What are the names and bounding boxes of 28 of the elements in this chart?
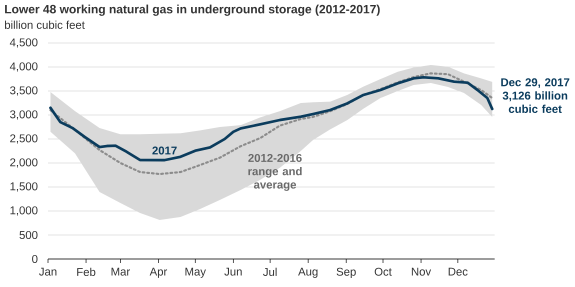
x-tick-label: Dec [448,268,468,276]
y-tick-label: 500 [20,231,38,240]
x-tick-label: Aug [298,268,318,278]
x-tick-label: Nov [412,268,432,276]
y-tick-label: 1,000 [10,206,38,216]
x-tick-label: Feb [77,268,96,276]
y-tick-label: 2,000 [10,158,38,168]
x-tick-label: Mar [112,268,130,276]
x-tick-label: May [185,268,206,278]
y-tick-label: 3,500 [10,86,38,96]
series-label: 2017 [152,146,177,155]
y-tick-label: 4,500 [10,38,38,48]
annotation: Dec 29, 2017 3,126 billion cubic feet [501,78,570,113]
x-tick-label: Jul [263,268,277,276]
x-tick-label: Jan [39,268,56,276]
x-tick-label: Oct [374,268,392,276]
y-tick-label: 0 [32,254,38,264]
chart-title: Lower 48 working natural gas in underground storage (2012-2017) [5,4,380,16]
x-tick-label: Sep [336,268,356,278]
y-tick-label: 2,500 [10,134,38,144]
y-tick-label: 3,000 [10,110,38,120]
y-tick-label: 1,500 [10,182,38,192]
x-tick-label: Jun [224,268,242,276]
line-series [49,76,494,162]
x-tick-label: Apr [150,268,168,278]
y-tick-label: 4,000 [10,62,38,72]
y-axis-title: billion cubic feet [5,20,85,29]
series-label: 2012-2016 range and average [248,154,302,191]
